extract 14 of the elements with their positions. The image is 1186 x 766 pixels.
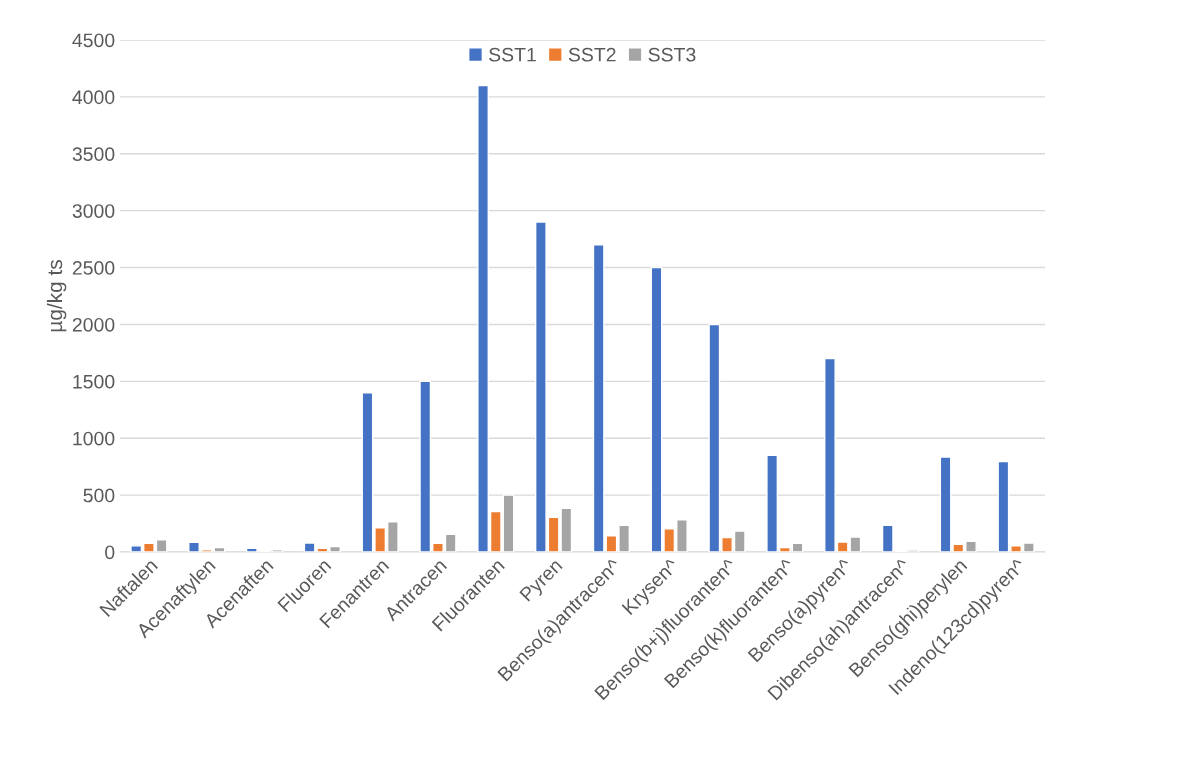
- legend-label: SST1: [489, 47, 536, 62]
- y-axis-title: µg/kg ts: [46, 260, 67, 332]
- legend-label: SST2: [568, 47, 616, 62]
- y-tick-label: 3500: [72, 147, 115, 162]
- y-tick-label: 500: [83, 488, 115, 503]
- y-tick-label: 2500: [72, 261, 115, 275]
- y-tick-label: 3000: [72, 204, 115, 218]
- legend-label: SST3: [648, 47, 696, 62]
- y-tick-label: 1500: [73, 374, 115, 389]
- y-tick-label: 2000: [72, 317, 115, 332]
- y-tick-label: 1000: [73, 431, 115, 446]
- y-tick-label: 0: [105, 545, 115, 560]
- y-tick-label: 4500: [72, 33, 115, 48]
- y-tick-label: 4000: [72, 90, 115, 105]
